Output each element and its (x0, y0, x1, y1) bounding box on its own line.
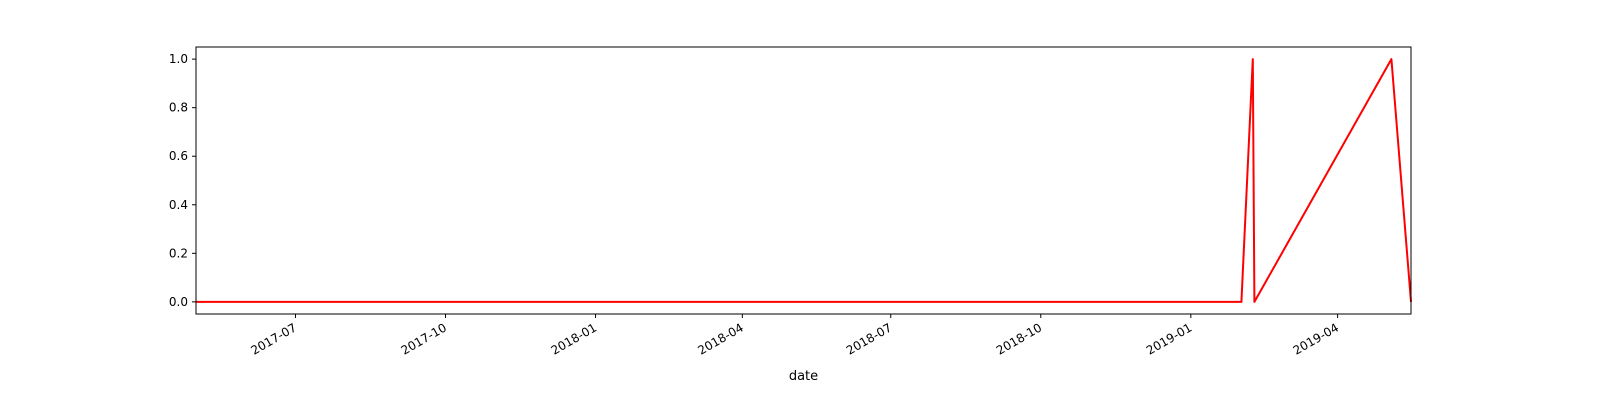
x-tick-label: 2017-07 (249, 320, 299, 357)
x-axis-label: date (789, 369, 818, 384)
x-tick-label: 2019-04 (1291, 320, 1341, 357)
y-tick-label: 0.0 (169, 295, 188, 309)
x-tick-label: 2018-01 (549, 320, 599, 357)
x-tick-label: 2018-07 (844, 320, 894, 357)
x-tick-label: 2019-01 (1144, 320, 1194, 357)
y-tick-label: 0.4 (169, 198, 188, 212)
y-axis-ticks: 0.0 0.2 0.4 0.6 0.8 1.0 (169, 52, 196, 309)
x-axis-ticks: 2017-07 2017-10 2018-01 2018-04 2018-07 2018-… (249, 314, 1341, 358)
y-tick-label: 0.8 (169, 101, 188, 115)
y-tick-label: 0.6 (169, 149, 188, 163)
plot-area (196, 58, 1412, 303)
x-tick-label: 2017-10 (399, 320, 449, 357)
series-line-0 (196, 58, 1412, 303)
plot-frame (195, 46, 1412, 315)
x-tick-label: 2018-10 (994, 320, 1044, 357)
x-tick-label: 2018-04 (695, 320, 745, 357)
y-tick-label: 0.2 (169, 246, 188, 260)
y-tick-label: 1.0 (169, 52, 188, 66)
